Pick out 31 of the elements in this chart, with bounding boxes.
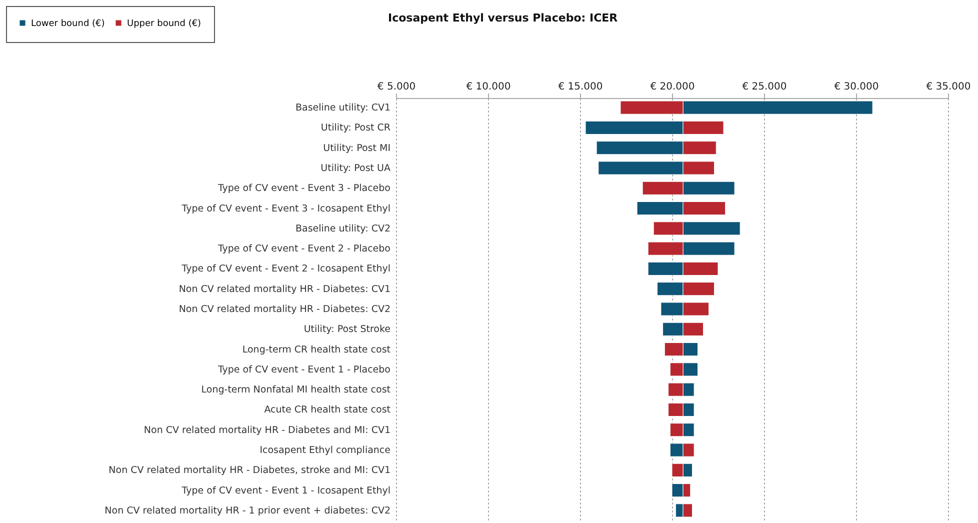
y-tick-label: Long-term Nonfatal MI health state cost xyxy=(201,384,391,396)
x-tick-label: € 25.000 xyxy=(742,82,787,92)
y-tick-label: Utility: Post UA xyxy=(320,163,391,174)
y-tick-label: Baseline utility: CV1 xyxy=(295,102,390,114)
legend-label: Upper bound (€) xyxy=(127,18,202,29)
x-tick-label: € 30.000 xyxy=(834,82,879,92)
chart-title: Icosapent Ethyl versus Placebo: ICER xyxy=(388,12,618,24)
y-tick-label: Baseline utility: CV2 xyxy=(295,223,390,234)
y-tick-label: Type of CV event - Event 2 - Icosapent Ethyl xyxy=(180,264,390,275)
y-tick-label: Non CV related mortality HR - 1 prior event + diabetes: CV2 xyxy=(104,505,390,516)
y-tick-label: Type of CV event - Event 1 - Icosapent Ethyl xyxy=(180,485,390,496)
y-tick-label: Icosapent Ethyl compliance xyxy=(260,445,391,456)
x-tick-label: € 15.000 xyxy=(558,82,603,92)
y-tick-label: Acute CR health state cost xyxy=(264,404,391,416)
y-tick-label: Type of CV event - Event 3 - Placebo xyxy=(216,183,391,194)
y-tick-label: Long-term CR health state cost xyxy=(242,344,391,356)
y-tick-label: Utility: Post CR xyxy=(320,122,391,134)
x-tick-label: € 20.000 xyxy=(650,82,695,92)
x-tick-label: € 35.000 xyxy=(926,82,971,92)
x-tick-label: € 10.000 xyxy=(466,82,511,92)
y-tick-label: Utility: Post MI xyxy=(323,142,390,154)
y-tick-label: Non CV related mortality HR - Diabetes and MI: CV1 xyxy=(144,424,390,436)
y-tick-label: Non CV related mortality HR - Diabetes: CV2 xyxy=(178,304,390,315)
y-tick-label: Non CV related mortality HR - Diabetes, stroke and MI: CV1 xyxy=(108,465,390,476)
y-tick-label: Utility: Post Stroke xyxy=(304,324,391,336)
y-tick-label: Type of CV event - Event 3 - Icosapent Ethyl xyxy=(180,203,390,214)
legend-label: Lower bound (€) xyxy=(31,18,105,29)
x-tick-label: € 5.000 xyxy=(377,82,416,92)
y-tick-label: Non CV related mortality HR - Diabetes: CV1 xyxy=(178,284,390,295)
y-tick-label: Type of CV event - Event 1 - Placebo xyxy=(216,364,391,376)
y-tick-label: Type of CV event - Event 2 - Placebo xyxy=(216,244,391,255)
